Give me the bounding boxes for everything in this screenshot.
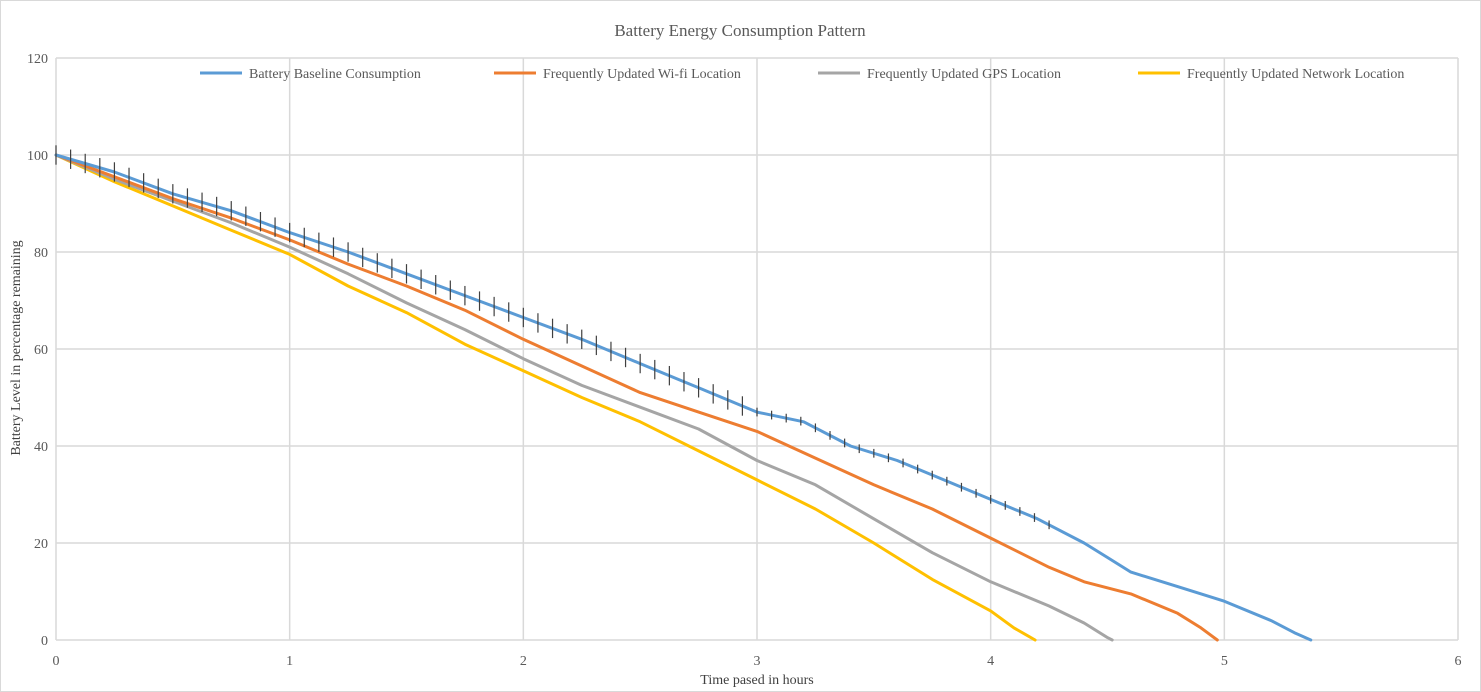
grid-lines (55, 57, 1459, 641)
x-tick-label: 6 (1455, 654, 1462, 669)
x-axis-label: Time pased in hours (700, 673, 813, 688)
tick-labels: 0 20 40 60 80 100 120 0 1 2 3 4 5 6 (27, 52, 1462, 669)
x-tick-label: 3 (754, 654, 761, 669)
legend-label: Frequently Updated Network Location (1187, 67, 1404, 82)
x-tick-label: 0 (53, 654, 60, 669)
y-tick-label: 40 (34, 440, 48, 455)
series-line (54, 153, 1037, 642)
y-tick-label: 60 (34, 343, 48, 358)
x-tick-label: 5 (1221, 654, 1228, 669)
y-tick-label: 0 (41, 634, 48, 649)
legend-label: Frequently Updated GPS Location (867, 67, 1061, 82)
legend-label: Battery Baseline Consumption (249, 67, 421, 82)
y-tick-label: 20 (34, 537, 48, 552)
series-lines (54, 153, 1313, 642)
y-axis-label: Battery Level in percentage remaining (9, 240, 24, 455)
x-tick-label: 2 (520, 654, 527, 669)
x-tick-label: 1 (286, 654, 293, 669)
series-line (54, 153, 1219, 642)
series-line (54, 153, 1313, 642)
error-bars (55, 145, 1050, 530)
legend-label: Frequently Updated Wi-fi Location (543, 67, 741, 82)
y-tick-label: 100 (27, 149, 48, 164)
chart-title: Battery Energy Consumption Pattern (614, 21, 866, 40)
series-line (54, 153, 1114, 642)
legend: Battery Baseline Consumption Frequently U… (200, 67, 1404, 82)
y-tick-label: 120 (27, 52, 48, 67)
x-tick-label: 4 (987, 654, 994, 669)
y-tick-label: 80 (34, 246, 48, 261)
